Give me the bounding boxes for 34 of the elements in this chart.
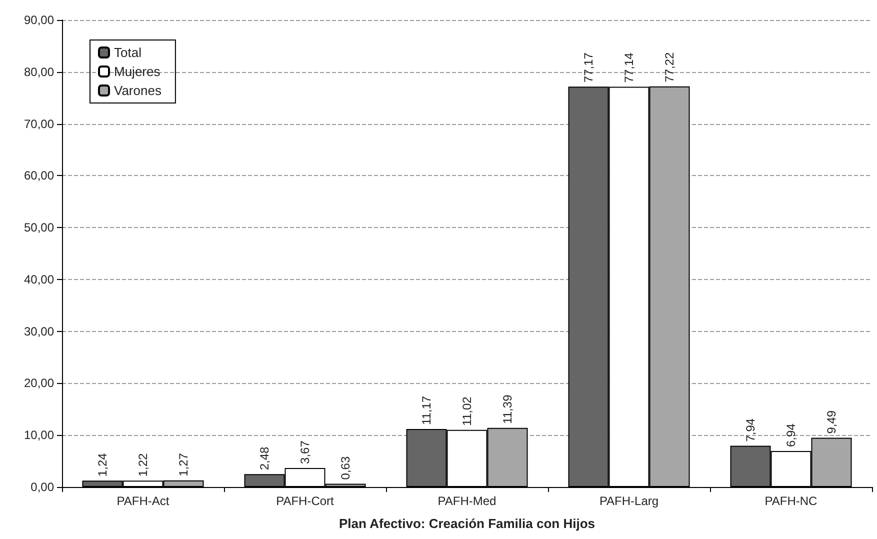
data-label: 77,14 [622, 52, 636, 83]
legend-label: Total [114, 45, 142, 60]
x-tick-label: PAFH-Med [438, 494, 496, 508]
x-tick-label: PAFH-Act [116, 494, 170, 508]
x-tick-label: PAFH-Larg [599, 494, 659, 508]
y-tick-label: 40,00 [24, 272, 54, 286]
data-label: 1,27 [176, 452, 190, 476]
data-label: 0,63 [338, 456, 352, 480]
data-label: 1,22 [136, 452, 150, 477]
data-label: 7,94 [744, 418, 758, 442]
data-label: 77,22 [662, 52, 676, 82]
y-tick-label: 80,00 [24, 64, 54, 79]
y-tick-label: 30,00 [24, 324, 54, 338]
y-tick-label: 20,00 [24, 376, 54, 390]
x-axis-title: Plan Afectivo: Creación Familia con Hijos [339, 516, 595, 531]
data-label: 9,49 [824, 410, 838, 434]
data-label: 6,94 [784, 423, 798, 447]
data-label: 77,17 [582, 52, 596, 83]
legend-label: Mujeres [114, 64, 161, 79]
y-tick-label: 90,00 [24, 13, 54, 27]
y-tick-label: 70,00 [24, 116, 54, 131]
y-tick-label: 50,00 [24, 220, 54, 235]
data-label: 1,24 [96, 452, 110, 477]
data-label: 11,02 [460, 396, 474, 426]
x-tick-label: PAFH-Cort [276, 494, 335, 508]
y-tick-label: 0,00 [30, 480, 54, 494]
data-label: 3,67 [298, 440, 312, 464]
data-label: 11,39 [500, 394, 514, 424]
legend-label: Varones [114, 83, 162, 98]
y-tick-label: 60,00 [24, 168, 54, 183]
y-tick-label: 10,00 [24, 428, 54, 442]
data-label: 2,48 [258, 446, 272, 470]
data-label: 11,17 [420, 396, 434, 426]
x-tick-label: PAFH-NC [764, 494, 818, 508]
